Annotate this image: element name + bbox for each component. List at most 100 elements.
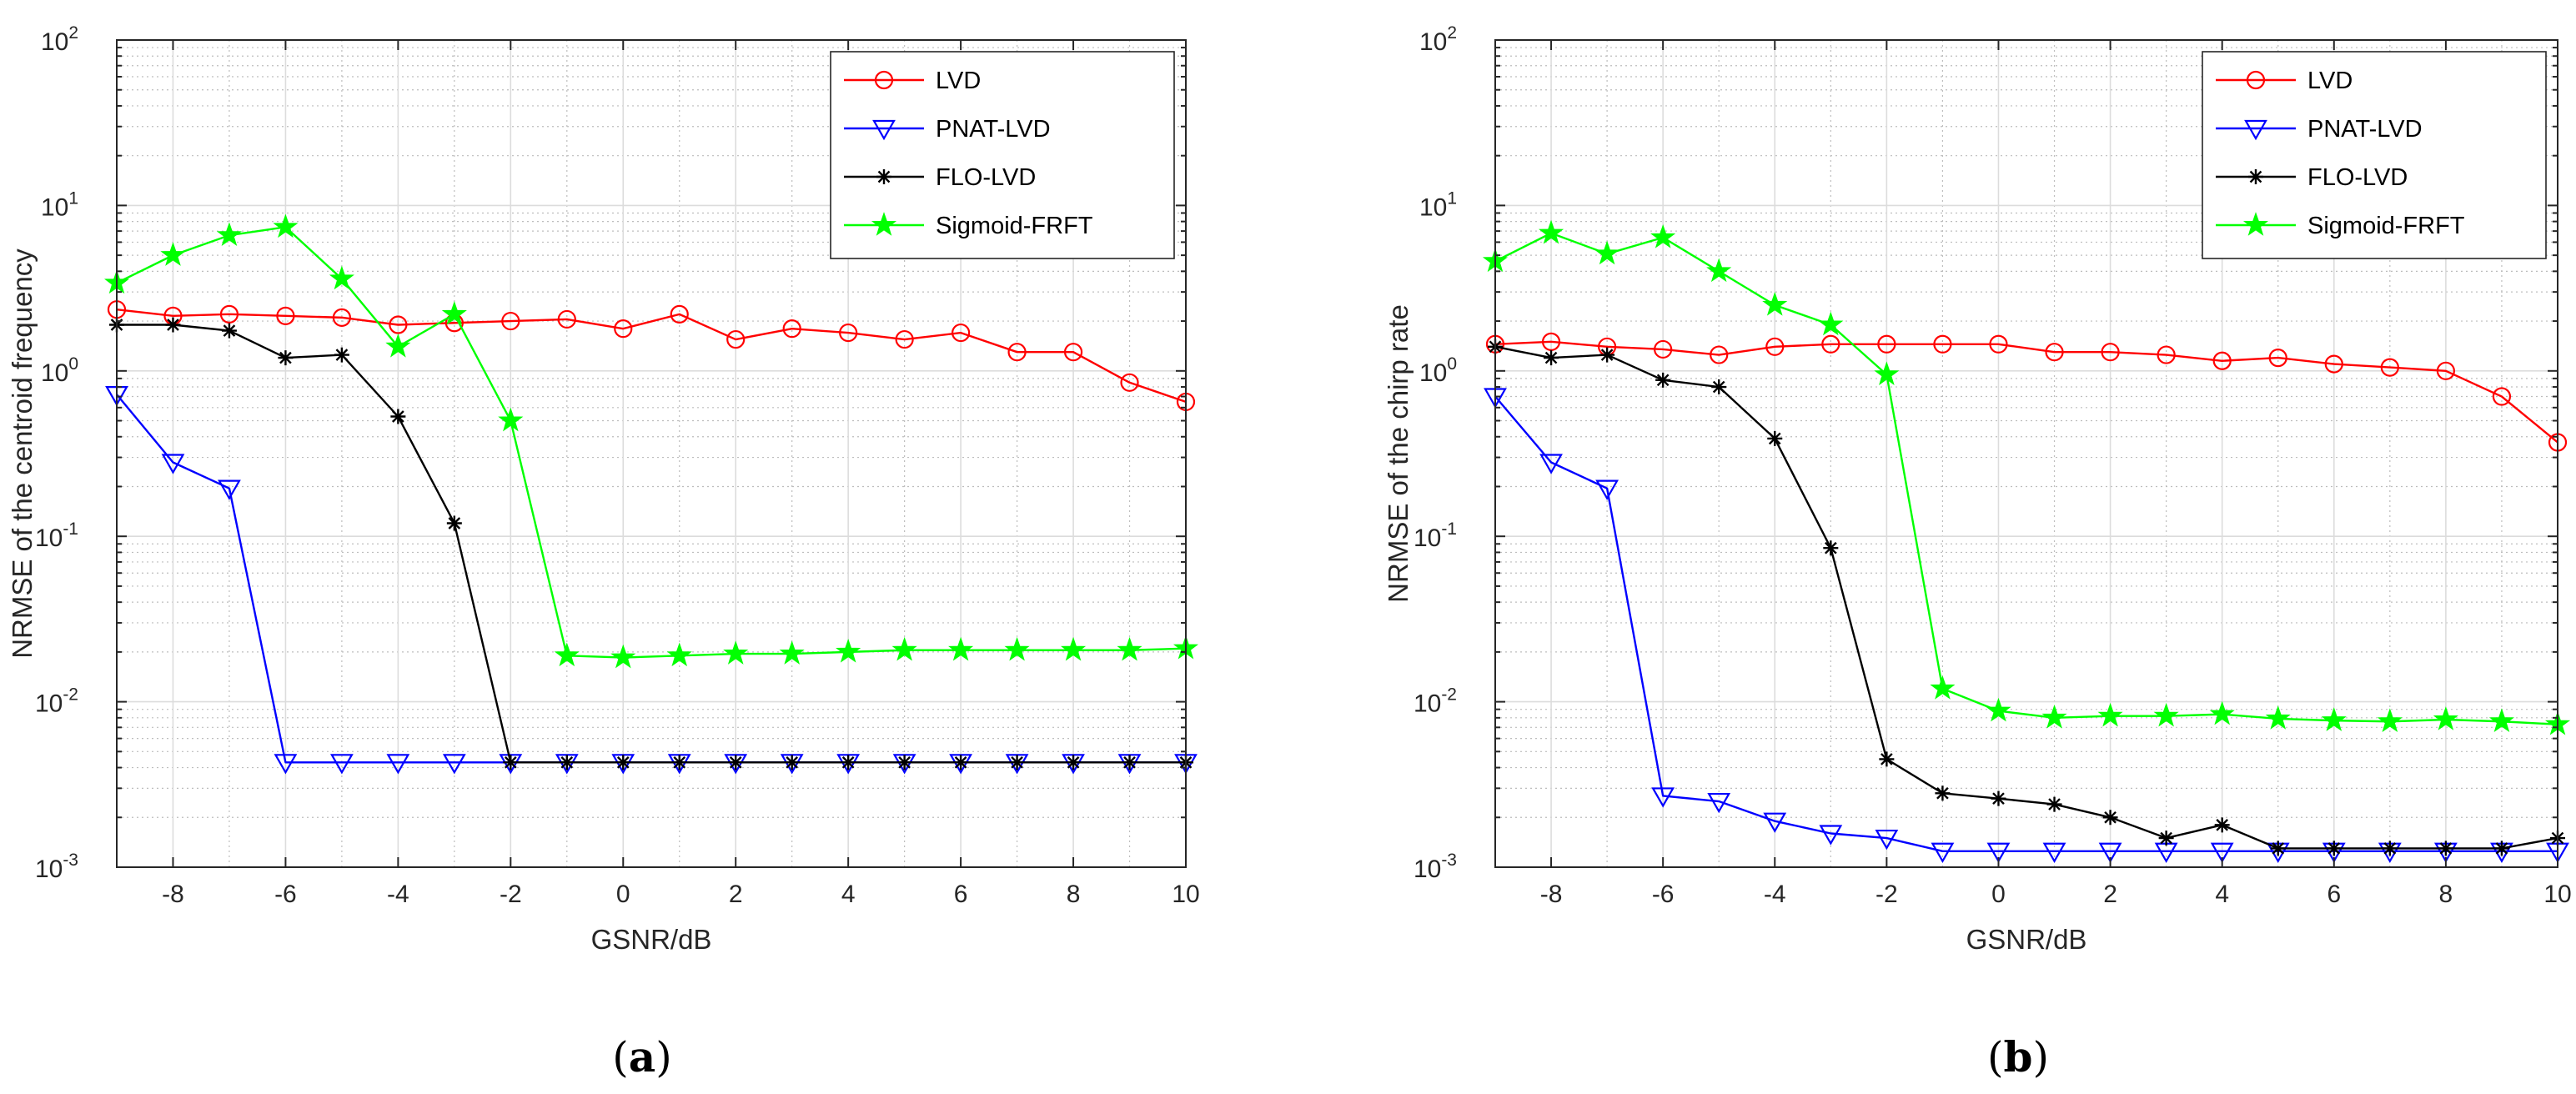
panel-caption: (a) (612, 1032, 671, 1081)
data-point (501, 311, 520, 331)
x-axis-label: GSNR/dB (1966, 924, 2087, 955)
x-tick-label: -4 (387, 881, 409, 908)
data-point (1763, 812, 1787, 833)
x-tick-label: 0 (616, 881, 630, 908)
y-tick-exponent: 0 (1447, 354, 1457, 374)
legend-label: FLO-LVD (2307, 164, 2408, 191)
y-tick-label: 102 (1419, 23, 1457, 56)
chart-b: -8 -6 -4 -2 0 2 4 6 8 1010-310-210-1100101102GSNR… (1383, 23, 2572, 1081)
data-point (276, 306, 295, 325)
data-point (952, 323, 971, 343)
data-point (557, 309, 576, 329)
data-point (784, 755, 800, 770)
legend-entry: LVD (844, 68, 981, 94)
data-point (2209, 700, 2235, 725)
caption-paren-close: ) (655, 1033, 672, 1081)
y-tick-label: 10-1 (35, 519, 78, 552)
data-point (726, 329, 746, 349)
data-point (1706, 258, 1732, 283)
y-tick-label: 101 (1419, 188, 1457, 221)
data-point (1594, 240, 1620, 265)
x-tick-label: 4 (2215, 881, 2229, 908)
data-point (896, 755, 912, 770)
data-point (1007, 343, 1027, 362)
series-line (116, 226, 1187, 659)
data-point (1875, 829, 1899, 851)
x-tick-label: 8 (2439, 881, 2453, 908)
data-point (1650, 224, 1676, 248)
data-point (1651, 787, 1675, 808)
legend-entry: Sigmoid-FRFT (2216, 212, 2465, 239)
data-point (2377, 708, 2403, 733)
data-point (503, 755, 519, 770)
data-point (2045, 343, 2064, 362)
data-point (2380, 358, 2399, 377)
legend-marker (871, 212, 897, 236)
data-point (841, 755, 856, 770)
data-point (2212, 351, 2232, 370)
y-tick-exponent: -2 (63, 685, 78, 705)
data-point (165, 317, 181, 333)
data-point (1061, 636, 1087, 661)
caption-letter: b (2004, 1032, 2033, 1081)
data-point (385, 333, 411, 358)
y-tick-base: 10 (1414, 524, 1441, 552)
data-point (498, 407, 524, 432)
series-line (1494, 395, 2558, 852)
y-tick-label: 100 (1419, 354, 1457, 387)
data-point (2157, 345, 2176, 364)
data-point (278, 350, 294, 366)
data-point (1122, 755, 1137, 770)
y-tick-base: 10 (35, 524, 63, 552)
y-tick-exponent: 2 (1447, 23, 1457, 43)
data-point (2433, 706, 2458, 730)
data-point (1986, 842, 2011, 863)
data-point (1874, 361, 1900, 386)
series-lvd (107, 300, 1196, 412)
data-point (161, 454, 185, 474)
series-line (116, 308, 1187, 404)
data-point (895, 329, 914, 349)
legend-marker (872, 119, 896, 141)
x-tick-label: -8 (162, 881, 184, 908)
data-point (1066, 755, 1082, 770)
legend-label: FLO-LVD (936, 164, 1036, 191)
legend-label: Sigmoid-FRFT (936, 213, 1093, 239)
x-tick-label: -8 (1540, 881, 1563, 908)
data-point (446, 515, 462, 531)
tick-marks (117, 39, 1187, 868)
data-point (274, 754, 298, 775)
series-line (1494, 232, 2558, 725)
legend-entry: PNAT-LVD (844, 116, 1051, 143)
x-tick-label: 10 (2543, 881, 2571, 908)
data-point (2214, 817, 2230, 833)
y-tick-exponent: 1 (1447, 188, 1457, 208)
data-point (273, 213, 299, 238)
y-axis-label: NRMSE of the chirp rate (1383, 304, 1414, 603)
axes-box (1494, 39, 2558, 868)
data-point (1823, 540, 1839, 556)
data-point (1818, 311, 1844, 336)
series-line (1494, 345, 2558, 850)
data-point (442, 754, 466, 775)
data-point (1117, 636, 1142, 661)
data-point (334, 347, 349, 363)
data-point (1654, 339, 1673, 359)
legend-label: LVD (936, 68, 981, 94)
data-point (2097, 702, 2123, 727)
caption-paren-open: ( (1987, 1033, 2004, 1081)
data-point (329, 265, 354, 290)
axes-box (116, 39, 1187, 868)
data-point (2324, 354, 2343, 374)
data-point (779, 640, 805, 665)
data-point (1707, 792, 1731, 814)
y-tick-label: 10-2 (35, 685, 78, 718)
data-point (2210, 842, 2234, 863)
y-tick-base: 10 (35, 856, 63, 883)
x-axis-label: GSNR/dB (591, 924, 712, 955)
data-point (1004, 636, 1030, 661)
legend-marker (2242, 212, 2269, 236)
series-line (117, 324, 1186, 764)
legend-entry: LVD (2216, 68, 2353, 94)
data-point (554, 642, 580, 667)
